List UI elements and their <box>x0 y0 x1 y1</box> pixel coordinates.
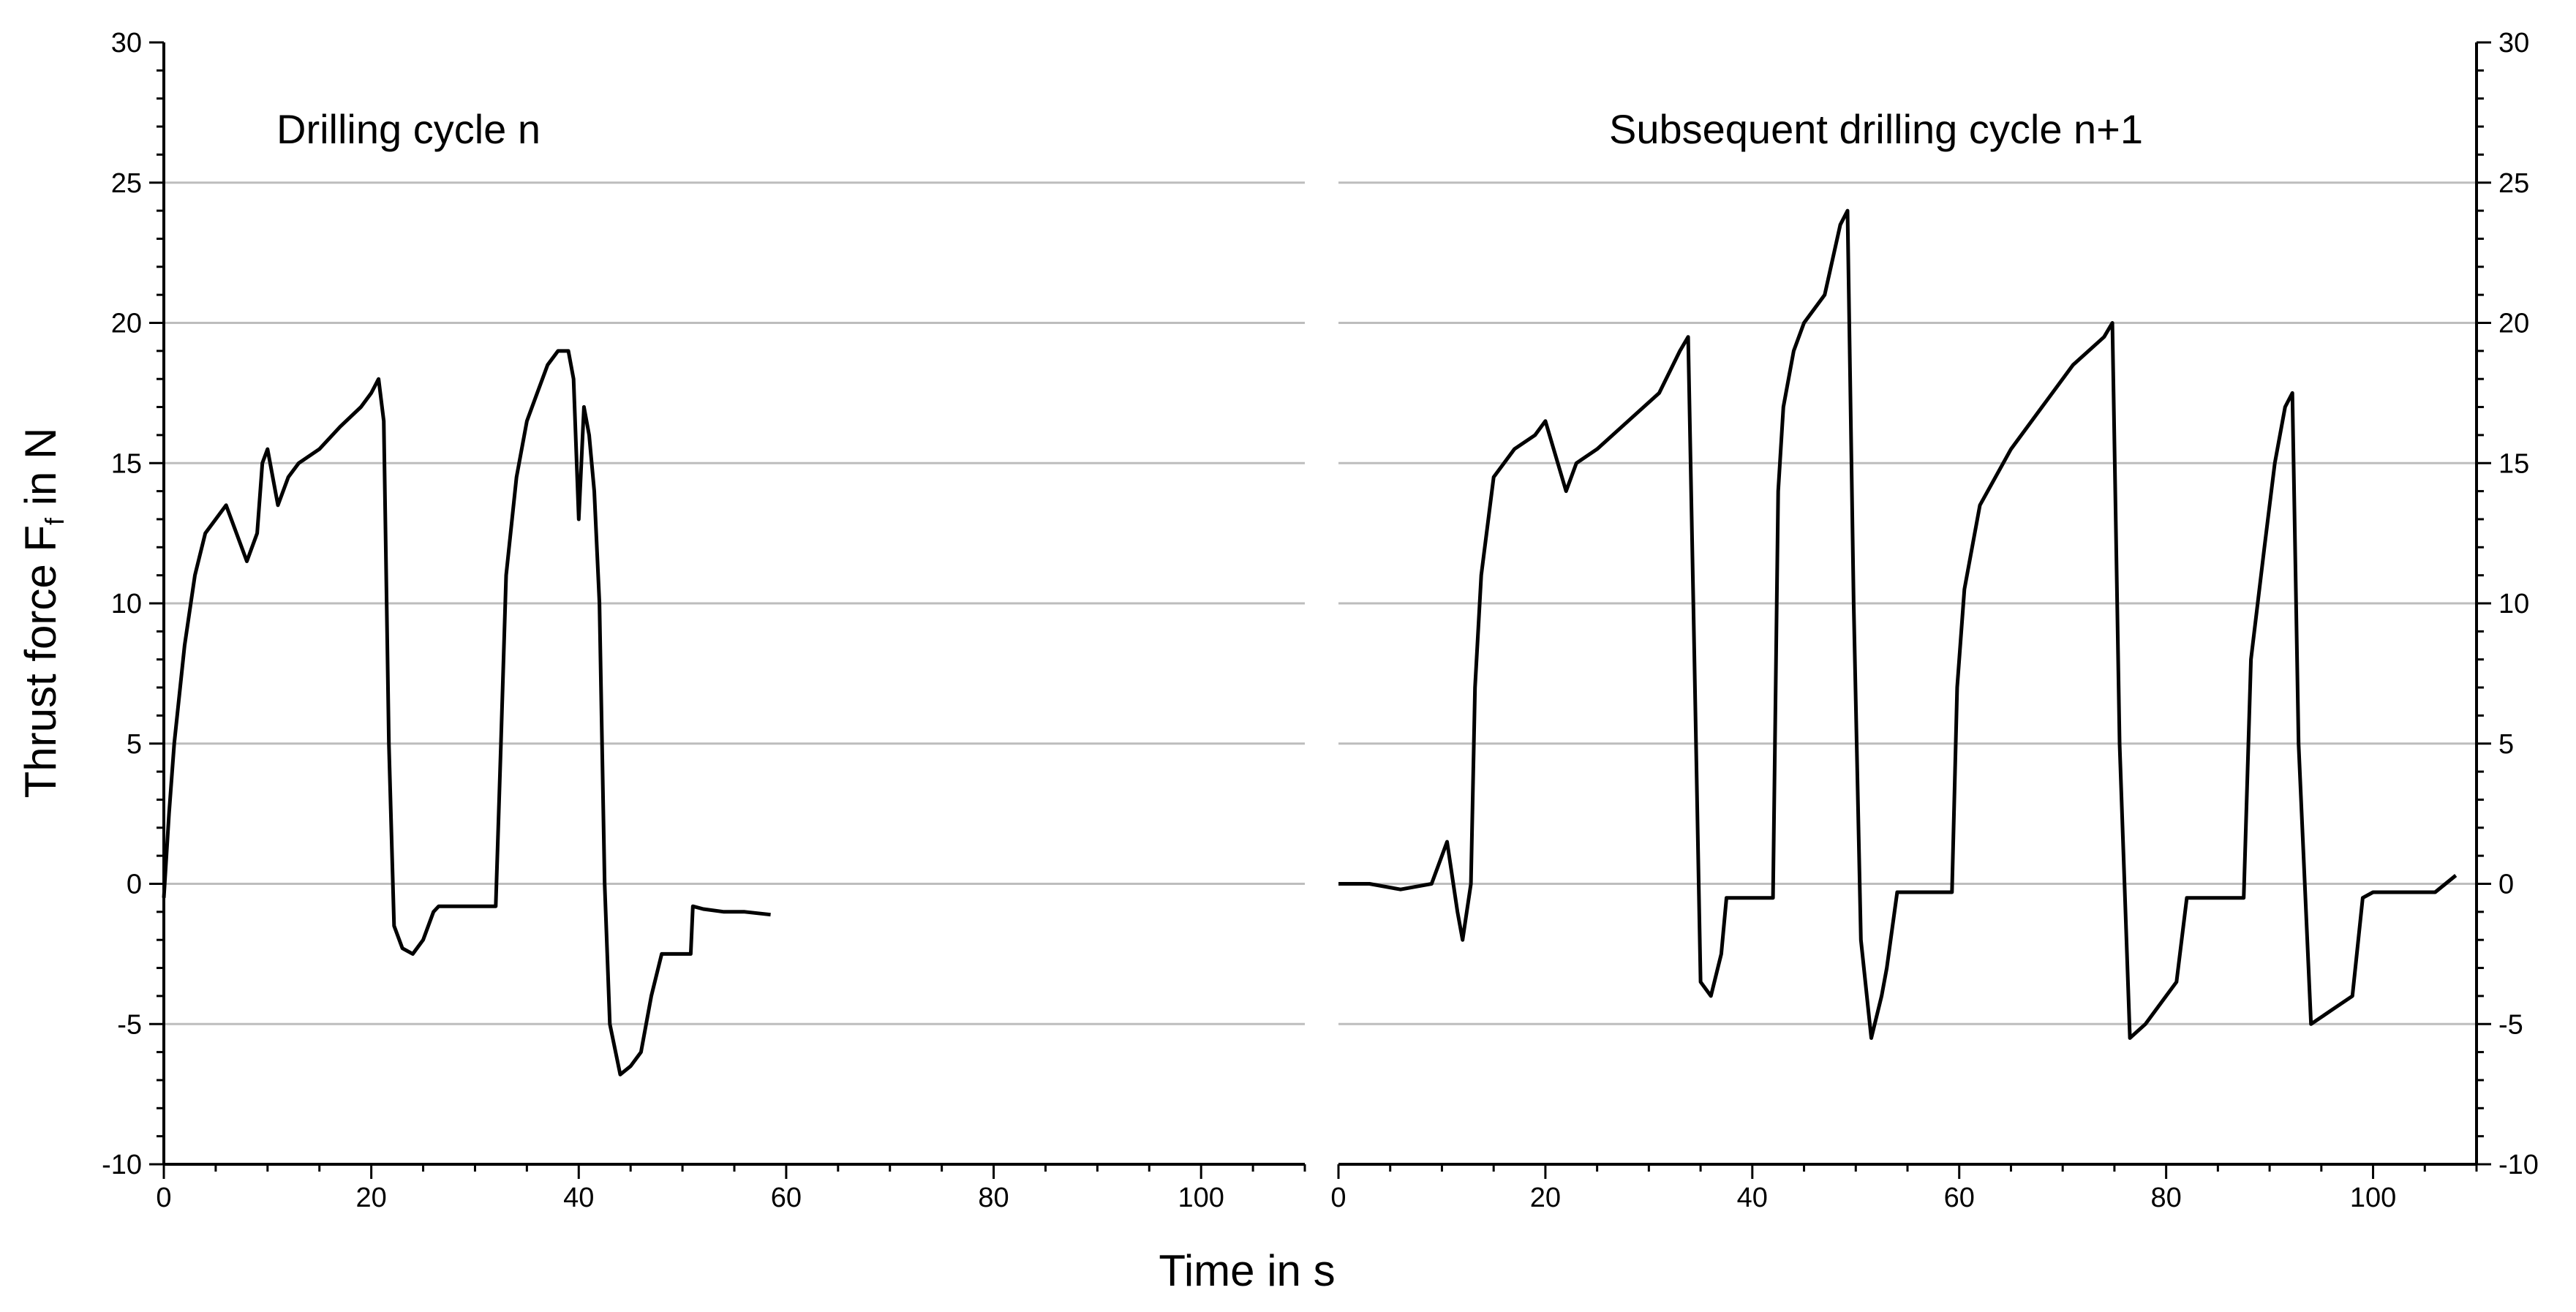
left-x-tick-label: 80 <box>978 1183 1009 1213</box>
left-thrust-force-line <box>162 349 771 1077</box>
right-panel-annotation: Subsequent drilling cycle n+1 <box>1609 106 2143 152</box>
y-axis-title-tail: in N <box>16 428 65 518</box>
right-x-tick-label: 40 <box>1737 1183 1768 1213</box>
x-axis-title: Time in s <box>1159 1246 1335 1295</box>
left-x-tick-label: 100 <box>1178 1183 1224 1213</box>
y-axis-title-subscript: f <box>39 517 69 525</box>
left-y-tick-label: 5 <box>127 729 142 760</box>
right-y-tick-label: 10 <box>2498 589 2529 619</box>
right-y-tick-label: 0 <box>2498 870 2514 900</box>
right-thrust-force-line <box>1338 208 2458 1040</box>
left-y-tick-label: 25 <box>111 168 142 199</box>
left-y-tick-label: 10 <box>111 589 142 619</box>
left-y-tick-label: 20 <box>111 309 142 339</box>
right-y-tick-label: -5 <box>2498 1009 2523 1040</box>
left-y-tick-label: 15 <box>111 448 142 479</box>
left-y-tick-label: 0 <box>127 870 142 900</box>
left-y-tick-label: 30 <box>111 28 142 59</box>
left-y-tick-label: -10 <box>102 1150 142 1180</box>
y-axis-title: Thrust force Ff in N <box>16 428 69 799</box>
right-y-tick-label: 30 <box>2498 28 2529 59</box>
left-y-tick-label: -5 <box>117 1009 142 1040</box>
left-x-tick-label: 40 <box>563 1183 594 1213</box>
right-x-tick-label: 20 <box>1530 1183 1561 1213</box>
right-y-tick-label: 20 <box>2498 309 2529 339</box>
y-axis-title-main: Thrust force F <box>16 525 65 798</box>
right-x-tick-label: 80 <box>2150 1183 2181 1213</box>
right-x-tick-label: 60 <box>1944 1183 1975 1213</box>
left-panel: -10 -5 0 5 10 15 20 25 30 0 20 40 60 80 100 <box>102 28 1306 1213</box>
right-panel: -10 -5 0 5 10 15 20 25 30 0 20 40 60 80 100 <box>1330 28 2538 1213</box>
right-y-tick-label: 5 <box>2498 729 2514 760</box>
right-x-tick-label: 0 <box>1330 1183 1346 1213</box>
left-panel-annotation: Drilling cycle n <box>276 106 541 152</box>
left-x-tick-label: 20 <box>355 1183 386 1213</box>
right-y-tick-label: 25 <box>2498 168 2529 199</box>
right-x-tick-label: 100 <box>2350 1183 2396 1213</box>
left-x-tick-label: 0 <box>156 1183 171 1213</box>
left-x-tick-label: 60 <box>771 1183 802 1213</box>
right-y-tick-label: -10 <box>2498 1150 2539 1180</box>
right-y-tick-label: 15 <box>2498 448 2529 479</box>
